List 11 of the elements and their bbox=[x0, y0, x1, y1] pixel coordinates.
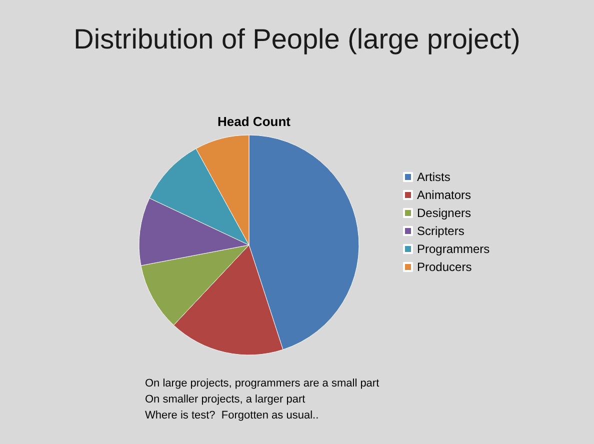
legend-label: Artists bbox=[417, 170, 450, 184]
chart-title: Distribution of People (large project) bbox=[74, 24, 520, 54]
legend-label: Producers bbox=[417, 260, 472, 274]
text: Where is test? Forgotten as usual.. bbox=[145, 410, 319, 422]
legend-label: Designers bbox=[417, 206, 472, 220]
chart-subtitle: Head Count bbox=[218, 114, 292, 129]
text: On smaller projects, a larger part bbox=[145, 394, 306, 406]
legend-label: Programmers bbox=[417, 242, 490, 256]
legend-label: Animators bbox=[417, 188, 472, 202]
text: On large projects, programmers are a small part bbox=[145, 378, 380, 390]
legend-label: Scripters bbox=[417, 224, 464, 238]
